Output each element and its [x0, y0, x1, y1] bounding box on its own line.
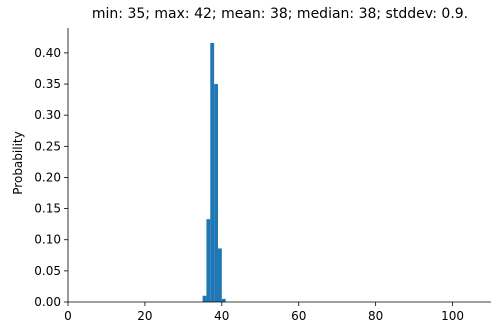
y-tick-label: 0.40 [34, 46, 61, 60]
x-tick-label: 40 [214, 309, 229, 323]
bars-group [202, 42, 226, 302]
x-tick-label: 80 [368, 309, 383, 323]
y-tick-label: 0.10 [34, 233, 61, 247]
y-axis-label: Probability [11, 131, 25, 194]
histogram-bar [214, 84, 218, 302]
y-tick-label: 0.05 [34, 264, 61, 278]
histogram-bar [210, 42, 215, 302]
y-tick-label: 0.15 [34, 202, 61, 216]
y-tick-label: 0.20 [34, 170, 61, 184]
y-tick-label: 0.25 [34, 139, 61, 153]
axes-group: 0 20 40 60 80 100 0.00 0.05 0.10 0.15 0.20 0.25 0.30… [34, 28, 491, 323]
x-tick-label: 60 [291, 309, 306, 323]
histogram-bar [221, 298, 226, 302]
x-tick-label: 100 [441, 309, 464, 323]
y-tick-label: 0.30 [34, 108, 61, 122]
y-tick-label: 0.00 [34, 295, 61, 309]
histogram-bar [206, 219, 211, 302]
y-tick-label: 0.35 [34, 77, 61, 91]
x-tick-label: 20 [137, 309, 152, 323]
histogram-bar [202, 295, 207, 302]
chart-title: min: 35; max: 42; mean: 38; median: 38; … [92, 6, 468, 22]
x-tick-label: 0 [64, 309, 72, 323]
histogram-bar [217, 248, 222, 302]
